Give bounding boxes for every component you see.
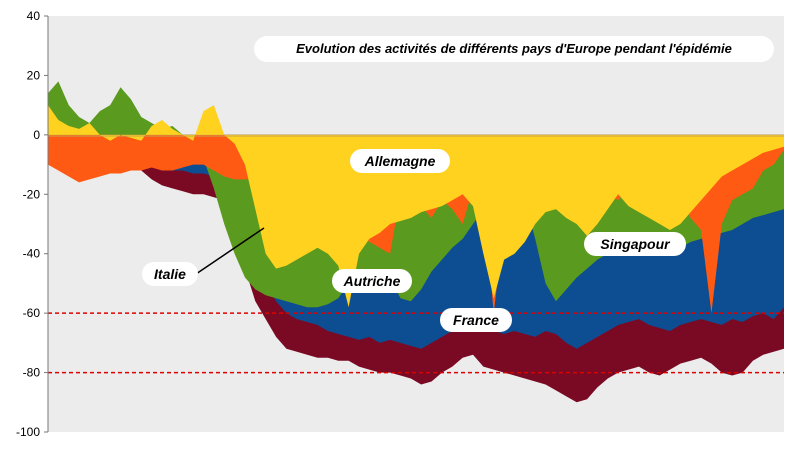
label-france-text: France [453,312,499,328]
label-autriche-text: Autriche [343,273,401,289]
y-tick-label: 40 [27,9,41,23]
y-tick-label: -40 [23,247,41,261]
y-tick-label: -20 [23,187,41,201]
label-france: France [440,308,512,332]
italie-pointer-line [195,227,265,275]
label-singapour: Singapour [584,232,686,256]
chart-title: Evolution des activités de différents pa… [296,41,732,56]
y-tick-label: 0 [33,128,40,142]
y-tick-label: 20 [27,68,41,82]
label-italie-text: Italie [154,266,186,282]
y-axis-ticks: 40 20 0 -20 -40 -60 -80 -100 [16,9,48,439]
label-autriche: Autriche [332,269,412,293]
label-singapour-text: Singapour [600,236,671,252]
title-box [254,36,774,62]
y-tick-label: -80 [23,366,41,380]
reference-lines [48,312,784,374]
y-tick-label: -60 [23,306,41,320]
label-allemagne-text: Allemagne [364,153,436,169]
series-area-allemagne [48,105,784,308]
label-allemagne: Allemagne [350,149,450,173]
label-italie: Italie [142,227,265,286]
y-tick-label: -100 [16,425,40,439]
